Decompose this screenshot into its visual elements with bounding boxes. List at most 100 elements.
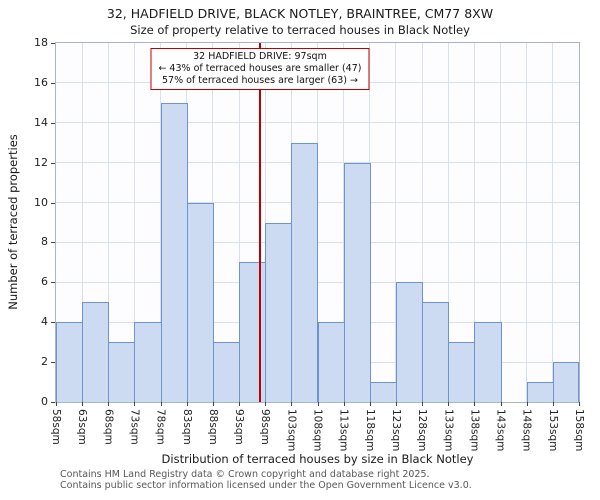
x-tick-mark [552,402,554,406]
annotation-property: 32 HADFIELD DRIVE: 97sqm [193,51,327,62]
x-tick-label: 98sqm [259,409,272,445]
property-marker-line [259,43,261,402]
x-tick-label: 113sqm [337,409,350,452]
y-tick-mark [51,322,55,324]
gridline-vertical [133,43,135,402]
histogram-bar [291,142,319,402]
x-tick-label: 93sqm [233,409,246,445]
annotation-larger: 57% of terraced houses are larger (63) → [161,75,358,86]
x-tick-mark [160,402,162,406]
histogram-bar [343,162,371,402]
y-tick-mark [51,282,55,284]
y-tick-mark [51,402,55,403]
x-tick-label: 108sqm [311,409,324,452]
histogram-bar [448,342,476,402]
x-tick-label: 123sqm [389,409,402,452]
x-tick-label: 68sqm [102,409,115,445]
x-tick-label: 103sqm [285,409,298,452]
x-tick-mark [108,402,110,406]
x-tick-mark [448,402,450,406]
footer-attribution-1: Contains HM Land Registry data © Crown c… [60,469,430,480]
gridline-vertical [238,43,240,402]
annotation-smaller: ← 43% of terraced houses are smaller (47… [158,63,362,74]
histogram-bar [552,362,579,402]
gridline-vertical [526,43,528,402]
x-tick-mark [343,402,345,406]
x-tick-mark [239,402,241,406]
x-tick-label: 83sqm [180,409,193,445]
histogram-bar [239,262,267,402]
histogram-bar [526,382,554,402]
y-tick-mark [51,43,55,44]
x-tick-label: 78sqm [154,409,167,445]
y-tick-label: 14 [34,115,48,129]
histogram-bar [186,202,214,402]
histogram-bar [56,322,84,402]
y-tick-mark [51,162,55,164]
x-tick-label: 118sqm [363,409,376,452]
x-tick-label: 153sqm [546,409,559,452]
x-tick-label: 88sqm [206,409,219,445]
x-tick-mark [579,402,580,406]
x-tick-mark [500,402,502,406]
gridline-vertical [473,43,475,402]
histogram-bar [160,102,188,402]
y-tick-label: 18 [34,36,48,49]
y-tick-mark [51,362,55,364]
gridline-vertical [81,43,83,402]
gridline-vertical [421,43,423,402]
y-tick-mark [51,122,55,124]
y-tick-label: 8 [41,235,48,249]
histogram-bar [317,322,345,402]
histogram-bar [422,302,450,402]
gridline-vertical [107,43,109,402]
x-tick-label: 73sqm [128,409,141,445]
gridline-vertical [552,43,554,402]
annotation-box: 32 HADFIELD DRIVE: 97sqm ← 43% of terrac… [150,48,370,90]
x-tick-mark [56,402,57,406]
footer-attribution-2: Contains public sector information licen… [60,480,472,491]
histogram-bar [134,322,162,402]
plot-area: 32 HADFIELD DRIVE: 97sqm ← 43% of terrac… [55,42,580,403]
gridline-vertical [447,43,449,402]
x-tick-label: 58sqm [50,409,62,445]
y-tick-label: 16 [34,75,48,89]
histogram-bar [82,302,110,402]
y-tick-label: 12 [34,155,48,169]
chart-subtitle: Size of property relative to terraced ho… [130,23,470,37]
histogram-bar [474,322,502,402]
x-tick-mark [395,402,397,406]
x-tick-label: 143sqm [494,409,507,452]
gridline-vertical [395,43,397,402]
y-tick-mark [51,202,55,204]
histogram-bar [212,342,241,402]
x-tick-label: 148sqm [520,409,533,452]
x-tick-mark [291,402,293,406]
y-tick-label: 6 [41,275,48,289]
x-tick-label: 138sqm [468,409,481,452]
histogram-bar [395,282,424,402]
x-tick-mark [474,402,476,406]
y-tick-label: 2 [41,355,48,369]
x-tick-label: 128sqm [416,409,429,452]
y-tick-label: 10 [34,195,48,209]
y-tick-mark [51,242,55,244]
gridline-vertical [500,43,502,402]
y-tick-mark [51,82,55,84]
histogram-bar [369,382,397,402]
histogram-bar [265,222,293,402]
x-tick-mark [422,402,424,406]
chart-title: 32, HADFIELD DRIVE, BLACK NOTLEY, BRAINT… [106,6,494,21]
x-tick-mark [134,402,136,406]
x-tick-mark [186,402,188,406]
x-axis-label: Distribution of terraced houses by size … [161,452,474,466]
x-tick-label: 133sqm [442,409,455,452]
x-tick-mark [317,402,319,406]
x-tick-mark [369,402,371,406]
y-tick-label: 4 [41,315,48,329]
x-tick-mark [526,402,528,406]
x-tick-label: 63sqm [76,409,89,445]
x-tick-mark [265,402,267,406]
x-tick-label: 158sqm [573,409,585,452]
